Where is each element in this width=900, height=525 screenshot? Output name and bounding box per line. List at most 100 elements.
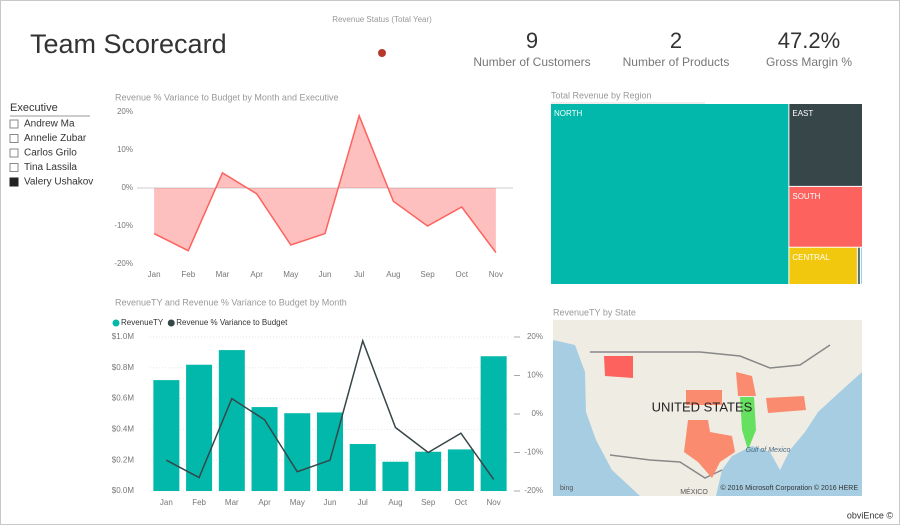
y2-tick-label: 0% [531, 409, 543, 418]
x-tick-label: Aug [386, 270, 400, 279]
legend-label: RevenueTY [121, 318, 164, 327]
bar [153, 380, 180, 491]
x-tick-label: Aug [388, 498, 402, 507]
treemap-tile [789, 186, 862, 247]
checkbox[interactable] [9, 119, 19, 129]
x-tick-label: May [290, 498, 305, 507]
legend-label: Revenue % Variance to Budget [176, 318, 288, 327]
x-tick-label: Sep [421, 498, 436, 507]
x-tick-label: Jul [354, 270, 364, 279]
slicer-item[interactable]: Tina Lassila [24, 162, 77, 173]
footer: obviEnce © [847, 510, 894, 520]
y-tick-label: $1.0M [112, 332, 135, 341]
x-tick-label: Jan [160, 498, 173, 507]
x-tick-label: May [283, 270, 298, 279]
map-label: UNITED STATES [652, 399, 753, 414]
slicer-title: Executive [10, 102, 58, 114]
kpi-value: 9 [526, 28, 538, 53]
state [686, 390, 722, 405]
map-provider: bing [560, 485, 573, 492]
kpi-label: Gross Margin % [766, 55, 852, 69]
x-tick-label: Jun [319, 270, 332, 279]
y-tick-label: $0.4M [112, 425, 135, 434]
x-tick-label: Mar [225, 498, 239, 507]
slicer-item[interactable]: Annelie Zubar [24, 133, 87, 144]
line [166, 338, 495, 480]
map-credit: © 2016 Microsoft Corporation © 2016 HERE [720, 484, 858, 492]
state [684, 420, 735, 478]
map-label: MÉXICO [680, 487, 708, 496]
bar [382, 461, 409, 491]
y2-tick-label: -10% [524, 448, 543, 457]
x-tick-label: Oct [456, 270, 469, 279]
x-tick-label: Jul [358, 498, 368, 507]
treemap-tile [789, 247, 857, 284]
bar [447, 449, 474, 491]
kpi-value: 47.2% [778, 28, 840, 53]
checkbox[interactable] [9, 177, 19, 187]
map-label: Gulf of Mexico [746, 447, 791, 454]
legend-marker [112, 319, 120, 327]
slicer-item[interactable]: Andrew Ma [24, 119, 75, 130]
y-tick-label: 10% [117, 145, 133, 154]
y-tick-label: -20% [114, 259, 133, 268]
state [740, 397, 756, 450]
line [153, 113, 497, 254]
kpi-label: Number of Products [623, 55, 730, 69]
y-tick-label: 0% [121, 183, 133, 192]
y2-tick-label: -20% [524, 486, 543, 495]
chart-title: RevenueTY and Revenue % Variance to Budg… [115, 297, 347, 307]
treemap-tile [789, 104, 862, 186]
slicer-item[interactable]: Carlos Grilo [24, 148, 77, 159]
bar [317, 412, 343, 491]
treemap-tile [860, 247, 862, 284]
y-tick-label: 20% [117, 107, 133, 116]
x-tick-label: Apr [250, 270, 263, 279]
y-tick-label: $0.6M [112, 394, 135, 403]
state [604, 356, 633, 378]
bar [349, 444, 376, 491]
y-tick-label: $0.0M [112, 486, 135, 495]
state [766, 396, 806, 413]
chart-title: RevenueTY by State [553, 307, 636, 317]
x-tick-label: Feb [181, 270, 195, 279]
bar [480, 356, 507, 491]
tile-label: EAST [792, 109, 813, 118]
tile-label: NORTH [554, 109, 583, 118]
border-line [590, 344, 831, 369]
x-tick-label: Jun [324, 498, 337, 507]
page-title: Team Scorecard [30, 29, 227, 59]
checkbox[interactable] [9, 163, 19, 172]
slicer-item[interactable]: Valery Ushakov [24, 177, 93, 188]
checkbox[interactable] [9, 148, 19, 158]
x-tick-label: Jan [148, 270, 161, 279]
y-tick-label: -10% [114, 221, 133, 230]
y2-tick-label: 10% [527, 371, 543, 380]
x-tick-label: Apr [258, 498, 271, 507]
x-tick-label: Sep [420, 270, 435, 279]
chart-title: Revenue % Variance to Budget by Month an… [115, 92, 338, 102]
status-dot [378, 49, 386, 57]
bar [415, 451, 442, 491]
legend-marker [167, 319, 175, 327]
bar [186, 364, 213, 491]
y-tick-label: $0.2M [112, 455, 135, 464]
treemap-tile [551, 104, 789, 284]
kpi-value: 2 [670, 28, 682, 53]
state [736, 372, 756, 396]
chart-title: Total Revenue by Region [551, 90, 652, 100]
x-tick-label: Oct [455, 498, 468, 507]
bar [284, 413, 311, 491]
y-tick-label: $0.8M [112, 363, 135, 372]
x-tick-label: Feb [192, 498, 206, 507]
checkbox[interactable] [9, 134, 19, 143]
x-tick-label: Mar [216, 270, 230, 279]
y2-tick-label: 20% [527, 332, 543, 341]
tile-label: SOUTH [792, 192, 820, 201]
status-label: Revenue Status (Total Year) [332, 15, 432, 24]
area [154, 115, 496, 253]
x-tick-label: Nov [487, 498, 501, 507]
x-tick-label: Nov [489, 270, 503, 279]
tile-label: CENTRAL [792, 253, 830, 262]
